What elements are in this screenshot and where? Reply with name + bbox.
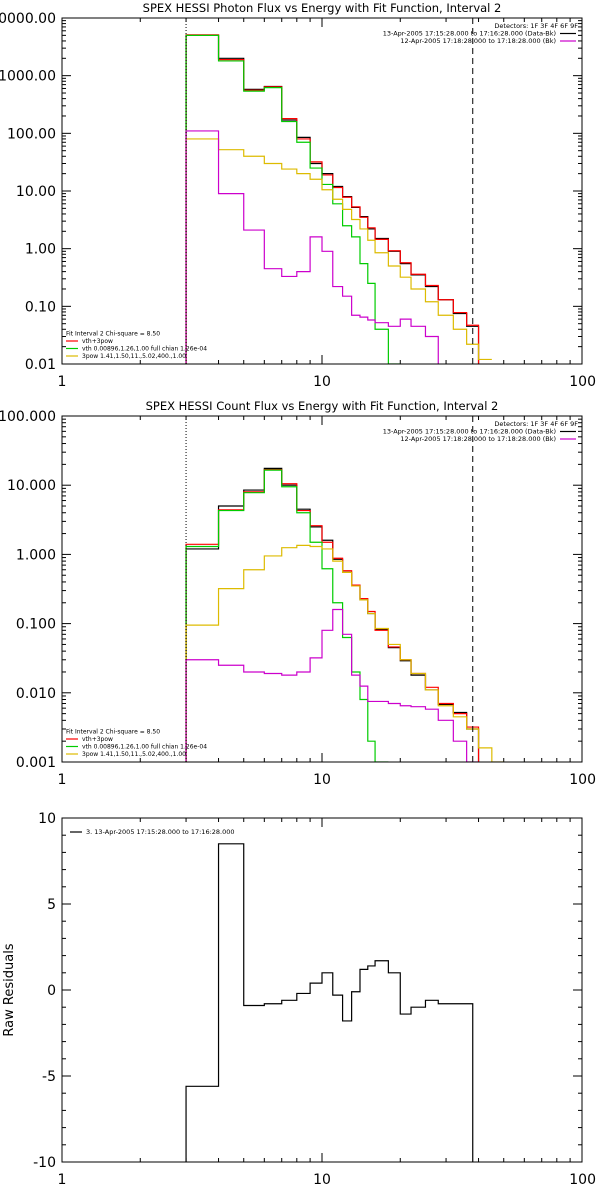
x-tick-label: 10 [313, 772, 331, 788]
y-axis-label: Raw Residuals [2, 943, 17, 1036]
series-3-13-apr-2005-17-15-28-000-to-17-16-28-000 [185, 843, 474, 1162]
series-bk [185, 130, 439, 364]
series-group [185, 34, 492, 364]
x-tick-label: 100 [569, 772, 596, 788]
legend-entry: 13-Apr-2005 17:15:28.000 to 17:16:28.000… [383, 428, 556, 436]
y-tick-label: 1000.00 [0, 69, 56, 85]
legend-entry: Detectors: 1F 3F 4F 6F 9F [494, 420, 578, 428]
series-group [185, 843, 474, 1162]
y-tick-label: -5 [42, 1069, 56, 1085]
fit-legend-entry: vth 0.00896,1.26,1.00 full chian 1.26e-0… [82, 346, 207, 353]
chart-panel-3: Raw Residuals 1 10 100 -10 -5 0 5 10 3. 13-Apr-20… [2, 811, 596, 1188]
fit-legend-entry: vth 0.00896,1.26,1.00 full chian 1.26e-0… [82, 744, 207, 751]
y-tick-label: 0.10 [25, 299, 56, 315]
chart-panel-2: SPEX HESSI Count Flux vs Energy with Fit… [0, 399, 596, 788]
y-tick-label: 0.01 [25, 357, 56, 373]
y-tick-label: 10 [38, 811, 56, 827]
y-tick-label: 0.010 [16, 686, 56, 702]
series-3pow [185, 544, 504, 762]
y-tick-label: 0 [47, 983, 56, 999]
y-tick-label: -10 [33, 1155, 56, 1171]
series-vth [185, 34, 401, 364]
legend-entry: 12-Apr-2005 17:18:28.000 to 17:18:28.000… [400, 435, 556, 443]
fit-legend-entry: vth+3pow [82, 736, 113, 743]
fit-legend-entry: 3pow 1.41,1.50,11.,5.02,400.,1.00 [82, 751, 186, 758]
y-tick-label: 5 [47, 897, 56, 913]
y-tick-label: 1.000 [16, 547, 56, 563]
plot-frame [61, 415, 583, 763]
legend-entry: 12-Apr-2005 17:18:28.000 to 17:18:28.000… [400, 37, 556, 45]
y-tick-label: 10000.00 [0, 11, 56, 27]
legend-entry: 13-Apr-2005 17:15:28.000 to 17:16:28.000… [383, 30, 556, 38]
y-tick-label: 10.00 [16, 184, 56, 200]
fit-legend-entry: 3pow 1.41,1.50,11.,5.02,400.,1.00 [82, 353, 186, 360]
plot-frame [61, 17, 583, 365]
plot-frame [61, 817, 583, 1163]
x-tick-label: 10 [313, 1172, 331, 1188]
x-tick-label: 1 [58, 772, 67, 788]
x-tick-label: 100 [569, 1172, 596, 1188]
y-tick-label: 100.00 [7, 126, 56, 142]
fit-legend-entry: vth+3pow [82, 338, 113, 345]
chart-panel-1: SPEX HESSI Photon Flux vs Energy with Fi… [0, 1, 596, 390]
x-tick-label: 1 [58, 1172, 67, 1188]
x-tick-label: 10 [313, 374, 331, 390]
series-3pow [185, 138, 492, 364]
y-tick-label: 100.000 [0, 409, 56, 425]
y-tick-label: 10.000 [7, 478, 56, 494]
series-bk [185, 608, 479, 762]
series-vth [185, 469, 389, 762]
y-tick-label: 1.00 [25, 242, 56, 258]
chart-title: SPEX HESSI Count Flux vs Energy with Fit… [146, 399, 499, 413]
x-tick-label: 1 [58, 374, 67, 390]
fit-legend-entry: Fit Interval 2 Chi-square = 8.50 [66, 331, 160, 338]
fit-legend-entry: Fit Interval 2 Chi-square = 8.50 [66, 729, 160, 736]
y-tick-label: 0.100 [16, 617, 56, 633]
series-vth-3pow [185, 34, 480, 364]
legend-entry: Detectors: 1F 3F 4F 6F 9F [494, 22, 578, 30]
y-tick-label: 0.001 [16, 755, 56, 771]
legend-entry: 3. 13-Apr-2005 17:15:28.000 to 17:16:28.… [86, 828, 235, 836]
x-tick-label: 100 [569, 374, 596, 390]
series-group [185, 467, 504, 762]
chart-title: SPEX HESSI Photon Flux vs Energy with Fi… [143, 1, 502, 15]
